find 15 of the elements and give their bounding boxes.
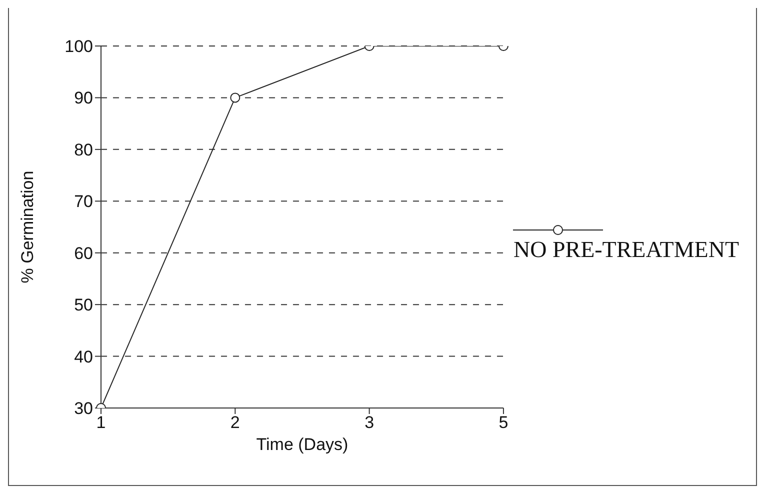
y-tick-label: 70 [74, 192, 93, 212]
x-tick-label: 2 [230, 413, 240, 432]
y-tick-label: 80 [74, 140, 93, 160]
y-tick-label: 50 [74, 296, 93, 315]
x-tick-label: 3 [364, 413, 374, 432]
y-tick-label: 30 [74, 399, 93, 418]
legend-label: NO PRE-TREATMENT [513, 237, 739, 263]
x-tick-label: 5 [498, 413, 508, 432]
y-tick-label: 100 [64, 37, 93, 56]
y-tick-label: 90 [74, 88, 93, 108]
y-tick-label: 60 [74, 244, 93, 263]
x-axis-title: Time (Days) [256, 435, 348, 454]
y-tick-label: 40 [74, 347, 93, 366]
x-tick-label: 1 [96, 413, 106, 432]
y-axis-title: % Germination [18, 170, 38, 284]
